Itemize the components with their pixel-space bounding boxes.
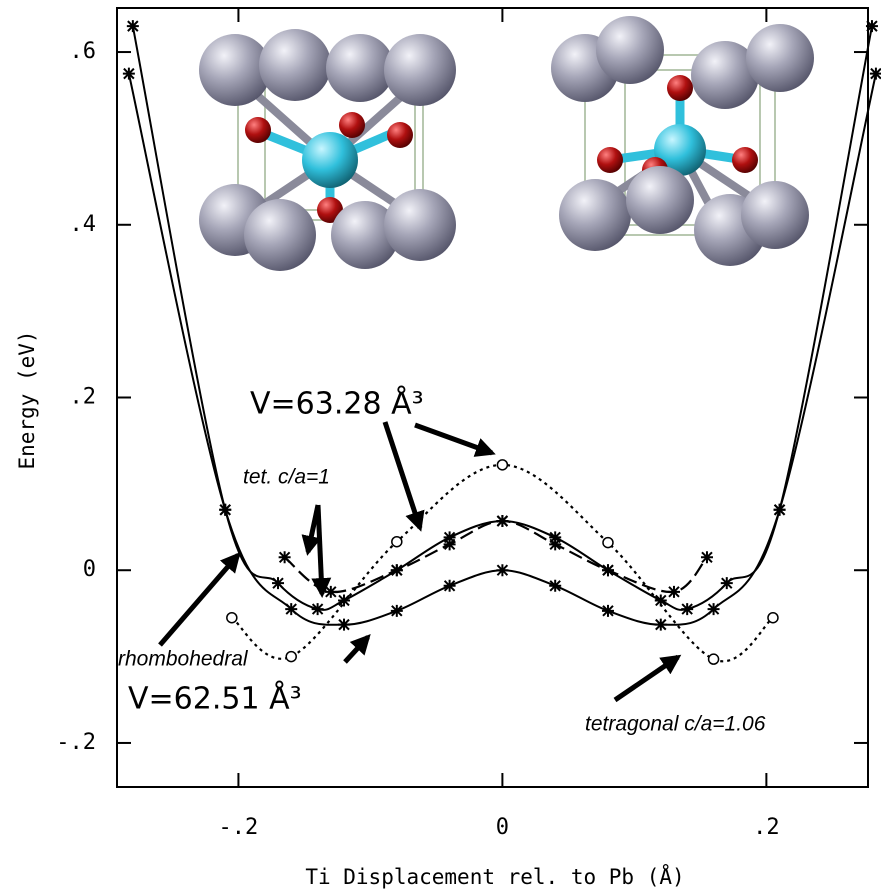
annotation: tet. c/a=1 <box>243 466 330 489</box>
point-marker <box>443 538 456 551</box>
point-marker <box>496 564 509 577</box>
y-tick-label: -.2 <box>56 730 96 755</box>
point-marker <box>338 594 351 607</box>
y-axis-label: Energy (eV) <box>15 330 39 469</box>
point-marker <box>324 585 337 598</box>
point-marker <box>601 604 614 617</box>
point-marker <box>869 67 881 80</box>
point-marker <box>707 653 720 665</box>
point-marker <box>602 536 614 549</box>
point-marker <box>122 67 135 80</box>
y-tick-label: 0 <box>83 557 96 582</box>
point-marker <box>272 577 285 590</box>
annotation: V=62.51 Å³ <box>128 681 302 717</box>
point-marker <box>720 577 733 590</box>
y-tick-label: .2 <box>70 385 97 410</box>
crystal-right <box>551 16 814 266</box>
point-marker <box>219 503 232 516</box>
annotation: tetragonal c/a=1.06 <box>585 713 766 736</box>
point-marker <box>126 20 139 33</box>
point-marker <box>311 603 324 616</box>
point-marker <box>707 603 720 616</box>
y-tick-label: .4 <box>70 212 97 237</box>
point-marker <box>278 551 291 564</box>
point-marker <box>390 564 403 577</box>
point-marker <box>391 535 403 548</box>
point-marker <box>654 618 667 631</box>
point-marker <box>285 603 298 616</box>
series-line <box>283 519 708 594</box>
point-marker <box>767 611 779 624</box>
x-tick-label: 0 <box>496 815 509 840</box>
crystal-left <box>199 29 456 271</box>
x-tick-label: .2 <box>753 815 780 840</box>
point-marker <box>681 603 694 616</box>
point-marker <box>443 579 456 592</box>
annotation: rhombohedral <box>118 648 249 671</box>
y-tick-label: .6 <box>70 39 97 64</box>
point-marker <box>654 594 667 607</box>
x-tick-label: -.2 <box>219 815 259 840</box>
point-marker <box>338 618 351 631</box>
point-marker <box>496 515 509 527</box>
point-marker <box>549 538 562 551</box>
point-marker <box>390 604 403 617</box>
point-marker <box>443 531 456 544</box>
point-marker <box>601 564 614 577</box>
point-marker <box>773 503 786 516</box>
point-marker <box>865 20 878 33</box>
point-marker <box>285 650 297 663</box>
series-line <box>231 463 774 663</box>
point-marker <box>667 585 680 598</box>
series-line <box>127 73 877 626</box>
x-axis-label: Ti Displacement rel. to Pb (Å) <box>305 863 684 889</box>
point-marker <box>226 611 238 624</box>
arrows <box>158 421 682 703</box>
point-marker <box>549 531 562 544</box>
point-marker <box>496 459 509 471</box>
point-marker <box>549 579 562 592</box>
point-marker <box>700 551 713 564</box>
annotation: V=63.28 Å³ <box>250 386 424 422</box>
